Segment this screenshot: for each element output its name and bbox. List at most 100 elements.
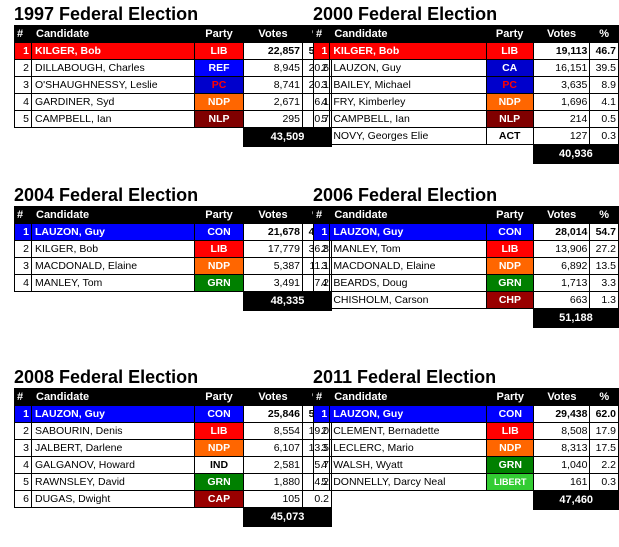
party-badge: LIB: [485, 42, 534, 60]
total-row: 43,509: [15, 127, 332, 147]
candidate-name: MANLEY, Tom: [31, 274, 195, 292]
party-badge: LIB: [194, 422, 244, 440]
party-badge: LIB: [486, 422, 535, 440]
candidate-name: GARDINER, Syd: [31, 93, 195, 111]
total-votes: 43,509: [243, 127, 332, 147]
row-number: 3: [14, 257, 32, 275]
party-badge: GRN: [485, 274, 534, 292]
row-number: 2: [312, 240, 331, 258]
party-badge: CAP: [194, 490, 244, 508]
vote-percent: 17.5: [589, 439, 619, 457]
party-badge: NDP: [194, 93, 244, 111]
candidate-name: LECLERC, Mario: [329, 439, 488, 457]
table-row: 5 CHISHOLM, Carson CHP 663 1.3: [312, 291, 619, 309]
party-badge: PC: [485, 76, 534, 94]
vote-count: 8,508: [533, 422, 591, 440]
party-badge: GRN: [486, 456, 535, 474]
row-number: 5: [312, 473, 331, 491]
party-badge: CON: [485, 223, 534, 241]
col-pct-header: %: [589, 25, 619, 43]
row-number: 2: [312, 59, 331, 77]
vote-percent: 0.3: [589, 127, 619, 145]
total-votes: 51,188: [532, 308, 619, 328]
row-number: 4: [14, 93, 32, 111]
candidate-name: LAUZON, Guy: [31, 223, 195, 241]
vote-count: 8,945: [243, 59, 303, 77]
party-badge: PC: [194, 76, 244, 94]
candidate-name: MANLEY, Tom: [329, 240, 487, 258]
vote-count: 8,741: [243, 76, 303, 94]
candidate-name: LAUZON, Guy: [329, 405, 488, 423]
vote-count: 29,438: [533, 405, 591, 423]
candidate-name: NOVY, Georges Elie: [329, 127, 487, 145]
candidate-name: O'SHAUGHNESSY, Leslie: [31, 76, 195, 94]
row-number: 2: [14, 422, 32, 440]
row-number: 5: [312, 110, 331, 128]
col-num-header: #: [14, 206, 32, 224]
candidate-name: CAMPBELL, Ian: [329, 110, 487, 128]
col-party-header: Party: [485, 206, 534, 224]
election-panel: 2006 Federal Election # Candidate Party Vote…: [312, 184, 619, 328]
vote-count: 2,671: [243, 93, 303, 111]
party-badge: LIB: [194, 42, 244, 60]
election-panel: 2004 Federal Election # Candidate Party Vote…: [14, 184, 332, 311]
table-row: 3 O'SHAUGHNESSY, Leslie PC 8,741 20.1: [14, 76, 332, 94]
col-party-header: Party: [194, 388, 244, 406]
table-row: 3 BAILEY, Michael PC 3,635 8.9: [312, 76, 619, 94]
table-row: 5 CAMPBELL, Ian NLP 214 0.5: [312, 110, 619, 128]
party-badge: CON: [194, 405, 244, 423]
vote-percent: 8.9: [589, 76, 619, 94]
row-number: 4: [312, 456, 331, 474]
row-number: 3: [14, 76, 32, 94]
results-table: # Candidate Party Votes% 1 LAUZON, Guy CON 28,0…: [312, 206, 619, 328]
row-number: 1: [14, 405, 32, 423]
row-number: 6: [312, 127, 331, 145]
col-candidate-header: Candidate: [329, 206, 487, 224]
table-row: 5 RAWNSLEY, David GRN 1,880 4.2: [14, 473, 332, 491]
party-badge: GRN: [194, 473, 244, 491]
vote-count: 3,491: [243, 274, 303, 292]
results-table: # Candidate Party Votes% 1 LAUZON, Guy CON 29,4…: [312, 388, 619, 510]
vote-percent: 0.3: [589, 473, 619, 491]
table-row: 2 CLEMENT, Bernadette LIB 8,508 17.9: [312, 422, 619, 440]
col-votes-header: Votes: [533, 388, 591, 406]
candidate-name: JALBERT, Darlene: [31, 439, 195, 457]
vote-percent: 0.2: [302, 490, 332, 508]
row-number: 6: [14, 490, 32, 508]
table-row: 3 MACDONALD, Elaine NDP 6,892 13.5: [312, 257, 619, 275]
total-row: 48,335: [15, 291, 332, 311]
vote-percent: 54.7: [589, 223, 619, 241]
table-row: 3 LECLERC, Mario NDP 8,313 17.5: [312, 439, 619, 457]
candidate-name: KILGER, Bob: [329, 42, 487, 60]
vote-count: 2,581: [243, 456, 303, 474]
election-title: 2000 Federal Election: [313, 4, 498, 24]
vote-percent: 62.0: [589, 405, 619, 423]
party-badge: CHP: [485, 291, 534, 309]
party-badge: NDP: [485, 93, 534, 111]
col-num-header: #: [14, 388, 32, 406]
row-number: 3: [312, 257, 331, 275]
candidate-name: MACDONALD, Elaine: [31, 257, 195, 275]
col-party-header: Party: [485, 25, 534, 43]
row-number: 2: [14, 59, 32, 77]
col-candidate-header: Candidate: [31, 25, 195, 43]
party-badge: LIB: [194, 240, 244, 258]
table-row: 2 DILLABOUGH, Charles REF 8,945 20.6: [14, 59, 332, 77]
candidate-name: KILGER, Bob: [31, 240, 195, 258]
total-votes: 40,936: [532, 144, 619, 164]
party-badge: NLP: [194, 110, 244, 128]
row-number: 1: [14, 42, 32, 60]
row-number: 5: [14, 473, 32, 491]
vote-percent: 13.5: [589, 257, 619, 275]
col-num-header: #: [312, 206, 331, 224]
vote-count: 161: [533, 473, 591, 491]
vote-percent: 39.5: [589, 59, 619, 77]
col-candidate-header: Candidate: [329, 25, 487, 43]
candidate-name: DONNELLY, Darcy Neal: [329, 473, 488, 491]
vote-count: 295: [243, 110, 303, 128]
total-row: 47,460: [314, 490, 619, 510]
